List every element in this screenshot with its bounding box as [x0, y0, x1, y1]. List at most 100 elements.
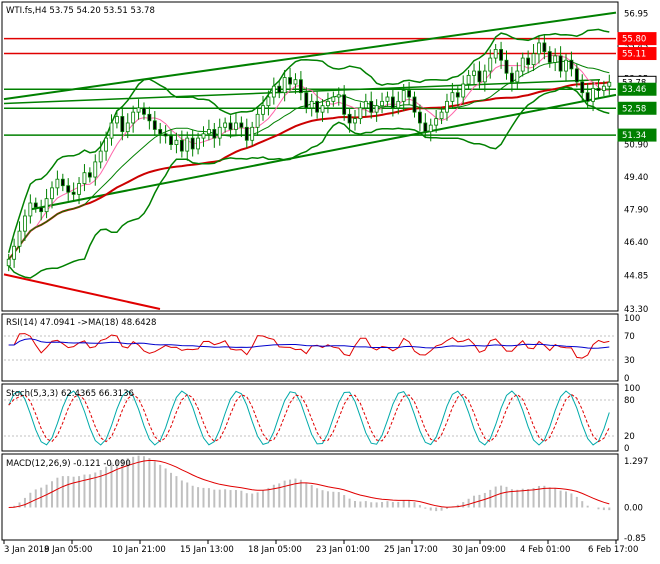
candle-body: [455, 92, 460, 98]
candle-body: [179, 139, 184, 152]
rsi-tick-label: 0: [624, 374, 629, 384]
candle-body: [558, 55, 563, 72]
price-tag-label: 52.58: [622, 104, 646, 114]
candle-body: [472, 70, 476, 76]
candle-body: [131, 111, 136, 124]
candle-body: [255, 113, 260, 128]
macd-pane: [1, 453, 619, 541]
price-tick-label: 50.90: [624, 141, 648, 151]
candle-body: [223, 122, 228, 128]
candle-body: [553, 55, 558, 63]
candle-body: [309, 100, 314, 109]
candle-body: [104, 137, 108, 152]
candle-body: [304, 92, 309, 109]
candle-body: [466, 74, 471, 85]
candle-body: [6, 258, 11, 267]
candle-body: [125, 122, 130, 133]
candle-body: [488, 57, 493, 72]
candle-body: [380, 100, 384, 107]
candle-body: [493, 49, 498, 59]
candle-body: [591, 87, 595, 102]
candle-body: [115, 116, 119, 124]
candle-body: [526, 57, 531, 65]
macd-tick-label: 0.00: [624, 504, 643, 514]
candle-body: [228, 122, 233, 130]
candle-body: [185, 137, 190, 152]
candle-body: [77, 183, 81, 195]
candle-body: [293, 79, 298, 85]
candle-body: [439, 111, 444, 120]
candle-body: [418, 111, 422, 124]
candle-body: [342, 94, 347, 115]
macd-tick-label: 1.297: [624, 457, 648, 467]
time-tick-label: 18 Jan 05:00: [248, 545, 302, 555]
candle-body: [353, 118, 357, 124]
candle-body: [244, 126, 249, 141]
candle-body: [412, 96, 417, 113]
candle-body: [33, 202, 38, 208]
candle-body: [44, 198, 49, 213]
candle-body: [201, 133, 206, 139]
candle-body: [564, 59, 568, 72]
macd-layer: [8, 455, 611, 512]
candle-body: [358, 107, 363, 120]
rsi-header: RSI(14) 47.0941 ->MA(18) 48.6428: [6, 318, 156, 328]
channel-upper-line: [3, 11, 617, 101]
macd-tick-label: -0.85: [624, 534, 646, 544]
price-tag-label: 53.46: [622, 85, 646, 95]
price-tick-label: 49.40: [624, 173, 648, 183]
candle-body: [120, 116, 125, 133]
stoch-layer: [4, 390, 616, 446]
upper-band: [7, 28, 610, 254]
stoch-tick-label: 20: [624, 432, 635, 442]
candle-body: [461, 83, 466, 98]
candle-body: [158, 129, 163, 135]
candle-body: [401, 90, 406, 102]
price-tick-label: 43.30: [624, 305, 648, 315]
stoch-tick-label: 0: [624, 444, 629, 454]
candle-body: [174, 139, 179, 146]
descending-trendline: [3, 273, 161, 310]
candle-body: [331, 96, 336, 102]
rsi-layer: [4, 333, 616, 361]
price-layer: [3, 11, 617, 310]
candle-body: [347, 113, 352, 124]
candle-body: [266, 96, 271, 107]
candle-body: [374, 105, 379, 113]
candle-body: [596, 87, 601, 91]
price-tag: [617, 101, 657, 115]
candle-body: [277, 85, 282, 94]
time-tick-label: 25 Jan 17:00: [384, 545, 438, 555]
candle-body: [66, 185, 71, 193]
fast-ma-line: [8, 54, 610, 260]
time-tick-label: 6 Feb 17:00: [588, 545, 638, 555]
candle-body: [17, 230, 22, 247]
candle-body: [217, 126, 222, 139]
candle-body: [336, 94, 341, 98]
candle-body: [28, 202, 33, 217]
candle-body: [482, 70, 487, 83]
candle-body: [196, 137, 200, 150]
candle-body: [109, 122, 114, 139]
macd-signal-line: [8, 459, 610, 508]
candle-body: [207, 129, 211, 135]
candle-body: [39, 206, 44, 213]
price-tick-label: 47.90: [624, 205, 648, 215]
mid-band: [8, 60, 610, 260]
stoch-tick-label: 100: [624, 384, 640, 394]
price-tag: [617, 47, 657, 61]
candle-body: [537, 42, 541, 55]
candle-body: [585, 92, 590, 102]
candle-body: [147, 113, 152, 122]
candle-body: [423, 122, 428, 133]
candle-body: [163, 133, 168, 137]
candle-body: [531, 53, 536, 65]
candle-body: [547, 51, 552, 63]
time-tick-label: 10 Jan 21:00: [112, 545, 166, 555]
candle-body: [601, 85, 606, 91]
lower-band: [8, 86, 610, 279]
candle-body: [298, 79, 303, 94]
candle-body: [93, 161, 98, 178]
candle-body: [282, 77, 287, 94]
